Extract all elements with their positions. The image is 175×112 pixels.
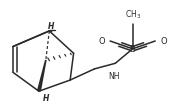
Text: O: O bbox=[98, 37, 105, 46]
Text: CH$_3$: CH$_3$ bbox=[125, 8, 141, 21]
Text: NH: NH bbox=[109, 71, 120, 80]
Text: O: O bbox=[160, 37, 167, 46]
Polygon shape bbox=[37, 60, 47, 92]
Text: H: H bbox=[48, 22, 54, 31]
Text: S: S bbox=[130, 45, 135, 54]
Text: H: H bbox=[43, 94, 49, 102]
